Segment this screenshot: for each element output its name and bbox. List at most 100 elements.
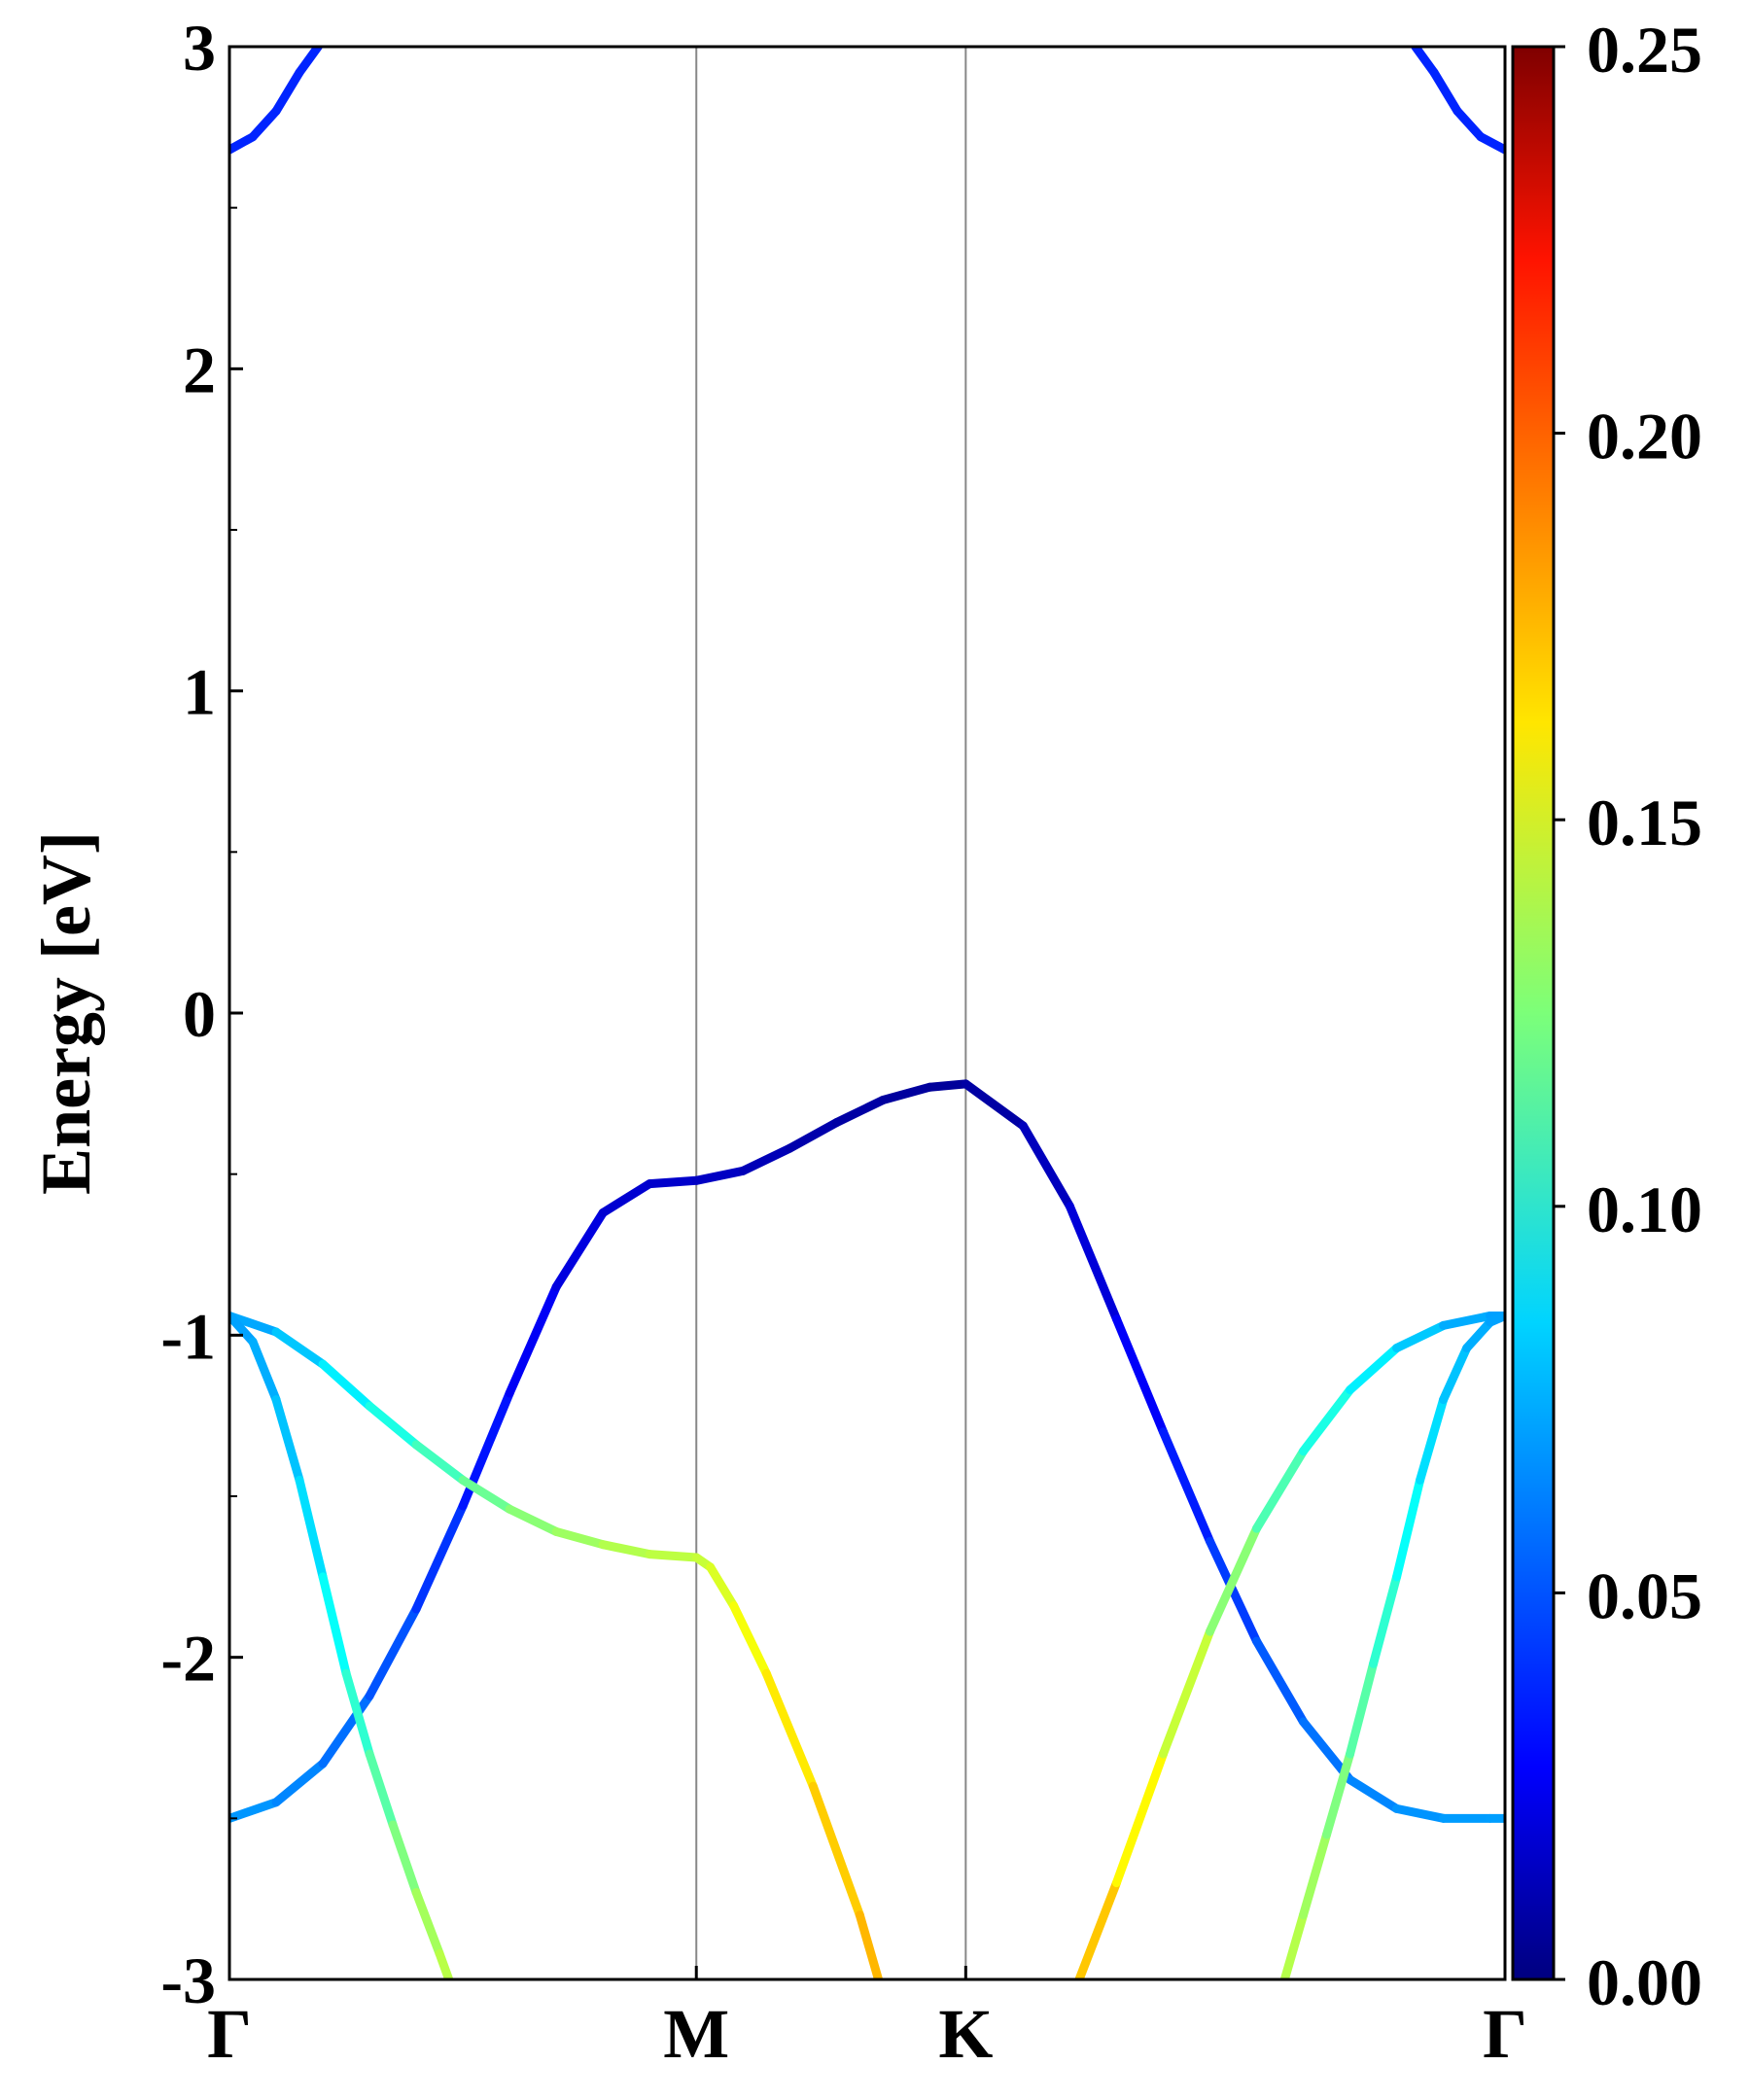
band-5-segment: [1158, 1627, 1214, 1759]
band-6-segment: [1416, 1395, 1449, 1485]
band-2-segment: [1018, 1121, 1074, 1211]
colorbar-gradient: [1511, 45, 1556, 1981]
band-2-segment: [691, 1166, 748, 1185]
band-2-segment: [229, 1798, 281, 1823]
band-5-segment: [1439, 1311, 1495, 1330]
band-2-segment: [271, 1759, 328, 1807]
high-symmetry-lines: [695, 47, 967, 1979]
band-3-segment: [411, 1440, 468, 1485]
band-2: [229, 1079, 1505, 1823]
band-5-segment: [1074, 1878, 1121, 1979]
band-1-segment: [1411, 47, 1439, 78]
band-4-segment: [388, 1820, 421, 1898]
band-2-segment: [411, 1501, 468, 1614]
y-tick-label: -3: [160, 1943, 216, 2017]
y-tick-label: -2: [160, 1622, 216, 1696]
bands-group: [229, 47, 1505, 1979]
band-4-segment: [411, 1888, 444, 1958]
colorbar-tick-label: 0.10: [1587, 1172, 1702, 1246]
y-tick-label: 2: [183, 332, 216, 406]
band-4-segment: [295, 1475, 328, 1582]
band-5-segment: [1111, 1749, 1168, 1888]
band-6-segment: [1299, 1830, 1332, 1920]
band-5-segment: [1392, 1320, 1449, 1353]
band-2-segment: [1205, 1536, 1262, 1646]
band-3-segment: [645, 1550, 701, 1562]
band-6-segment: [1462, 1317, 1495, 1353]
band-1: [1411, 47, 1505, 155]
colorbar-tick-label: 0.15: [1587, 786, 1702, 859]
band-3-segment: [551, 1526, 608, 1550]
band-2-segment: [785, 1118, 841, 1153]
band-5-segment: [1299, 1385, 1355, 1456]
band-3-segment: [458, 1475, 514, 1514]
band-2-segment: [365, 1604, 421, 1700]
band-3-segment: [761, 1668, 818, 1791]
band-1-segment: [1452, 106, 1486, 142]
band-2-segment: [318, 1691, 374, 1768]
band-3-segment: [271, 1327, 328, 1369]
band-4-segment: [248, 1337, 281, 1405]
y-tick-label: 3: [183, 11, 216, 85]
band-2-segment: [1158, 1427, 1214, 1546]
band-2-segment: [878, 1082, 934, 1104]
band-6-segment: [1439, 1344, 1472, 1405]
band-3-segment: [365, 1401, 421, 1450]
band-2-segment: [961, 1079, 1028, 1131]
colorbar: 0.00 0.05 0.10 0.15 0.20 0.25: [1511, 13, 1702, 2019]
band-6: [1279, 1311, 1505, 1979]
band-6-segment: [1279, 1910, 1309, 1979]
x-tick-label-Γ: Γ: [207, 1995, 252, 2073]
colorbar-tick-label: 0.00: [1587, 1945, 1702, 2019]
x-tick-label-K: K: [938, 1995, 993, 2073]
band-3: [229, 1311, 884, 1979]
band-2-segment: [1252, 1636, 1309, 1727]
band-6-segment: [1322, 1749, 1355, 1839]
band-2-segment: [831, 1095, 888, 1128]
band-2-segment: [925, 1079, 970, 1092]
band-4-segment: [318, 1572, 351, 1678]
band-4: [229, 1311, 454, 1979]
band-0-segment: [271, 68, 304, 116]
band-1-segment: [1476, 132, 1505, 155]
x-tick-label-Γ: Γ: [1483, 1995, 1527, 2073]
band-2-segment: [598, 1179, 654, 1217]
band-0-segment: [248, 106, 281, 142]
band-3-segment: [318, 1359, 374, 1411]
colorbar-ticks: 0.00 0.05 0.10 0.15 0.20 0.25: [1554, 13, 1702, 2019]
y-tick-label: 0: [183, 977, 216, 1051]
band-5-segment: [1205, 1523, 1262, 1636]
band-0-segment: [229, 132, 258, 155]
y-axis-ticks: -3 -2 -1 0 1 2 3: [160, 11, 243, 2017]
band-4-segment: [229, 1311, 258, 1347]
plot-area: -3 -2 -1 0 1 2 3 Γ M K Γ: [160, 11, 1527, 2073]
band-6-segment: [1486, 1311, 1505, 1327]
band-6-segment: [1369, 1572, 1402, 1668]
colorbar-tick-label: 0.05: [1587, 1558, 1702, 1632]
band-3-segment: [729, 1601, 771, 1678]
band-2-segment: [738, 1143, 794, 1175]
band-5-segment: [1346, 1344, 1402, 1395]
band-3-segment: [855, 1910, 884, 1979]
band-2-segment: [505, 1282, 561, 1398]
band-5-segment: [1252, 1447, 1309, 1533]
band-4-segment: [271, 1395, 304, 1485]
band-3-segment: [808, 1781, 864, 1920]
band-2-segment: [645, 1175, 701, 1189]
plot-border: [228, 45, 1507, 1981]
band-6-segment: [1346, 1659, 1379, 1759]
band-4-segment: [341, 1668, 374, 1759]
band-0: [229, 47, 323, 155]
band-0-segment: [295, 47, 323, 78]
band-3-segment: [706, 1562, 739, 1611]
band-3-segment: [505, 1504, 561, 1536]
y-tick-label: 1: [183, 655, 216, 729]
y-axis-label: Energy [eV]: [27, 831, 105, 1195]
band-6-segment: [1392, 1475, 1425, 1582]
colorbar-tick-label: 0.25: [1587, 13, 1702, 87]
band-4-segment: [435, 1948, 454, 1979]
band-3-segment: [598, 1540, 654, 1559]
band-2-segment: [1392, 1803, 1449, 1823]
